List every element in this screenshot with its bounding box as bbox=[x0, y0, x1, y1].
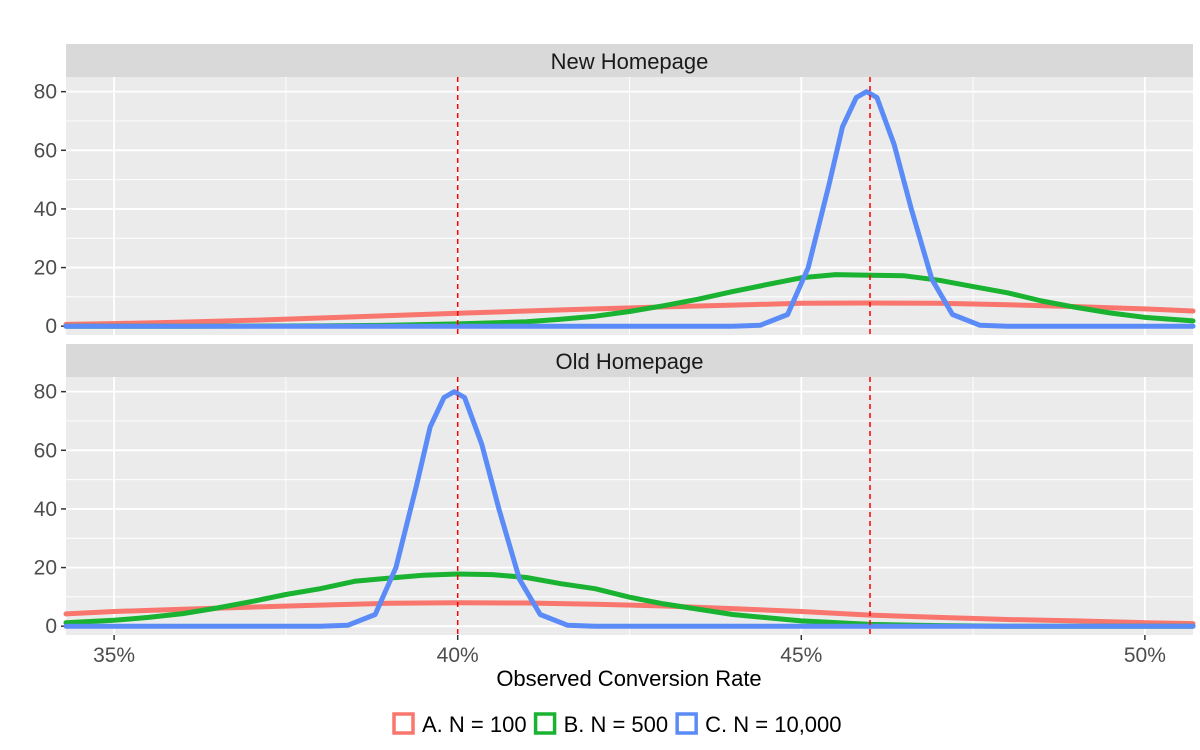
facet-strip bbox=[66, 344, 1193, 377]
y-tick-label: 0 bbox=[45, 315, 57, 338]
x-tick-label: 50% bbox=[1124, 644, 1166, 667]
legend-label: A. N = 100 bbox=[422, 712, 527, 737]
y-tick-label: 80 bbox=[34, 81, 57, 104]
legend-key bbox=[392, 712, 415, 735]
y-tick-label: 20 bbox=[34, 257, 57, 280]
x-tick-label: 40% bbox=[437, 644, 479, 667]
legend-key bbox=[533, 712, 557, 735]
y-tick-label: 20 bbox=[34, 557, 57, 580]
legend-key bbox=[675, 712, 698, 735]
legend: A. N = 100 B. N = 500 C. N = 10,000 bbox=[392, 712, 842, 737]
facet-title: Old Homepage bbox=[556, 349, 704, 374]
facet-strip bbox=[66, 44, 1193, 77]
facet-panels: New Homepage 0 20 40 60 80 Old Homepage 0 20 40 60… bbox=[34, 44, 1196, 638]
x-tick-label: 35% bbox=[93, 644, 135, 667]
legend-label: C. N = 10,000 bbox=[705, 712, 841, 737]
series-line bbox=[63, 389, 1196, 629]
facet-title: New Homepage bbox=[551, 49, 709, 74]
series-line bbox=[63, 600, 1196, 627]
y-tick-label: 60 bbox=[34, 139, 57, 162]
facet-panel: New Homepage 0 20 40 60 80 bbox=[34, 44, 1196, 338]
y-tick-label: 60 bbox=[34, 439, 57, 462]
y-tick-label: 80 bbox=[34, 381, 57, 404]
x-axis: 35% 40% 45% 50% bbox=[93, 635, 1166, 667]
legend-label: B. N = 500 bbox=[564, 712, 669, 737]
y-tick-label: 0 bbox=[45, 615, 57, 638]
series-line bbox=[63, 300, 1196, 327]
y-tick-label: 40 bbox=[34, 498, 57, 521]
series-line bbox=[63, 571, 1196, 629]
y-tick-label: 40 bbox=[34, 198, 57, 221]
facet-panel: Old Homepage 0 20 40 60 80 bbox=[34, 344, 1196, 638]
series-line bbox=[63, 89, 1196, 329]
x-axis-title: Observed Conversion Rate bbox=[496, 666, 761, 691]
x-tick-label: 45% bbox=[780, 644, 822, 667]
